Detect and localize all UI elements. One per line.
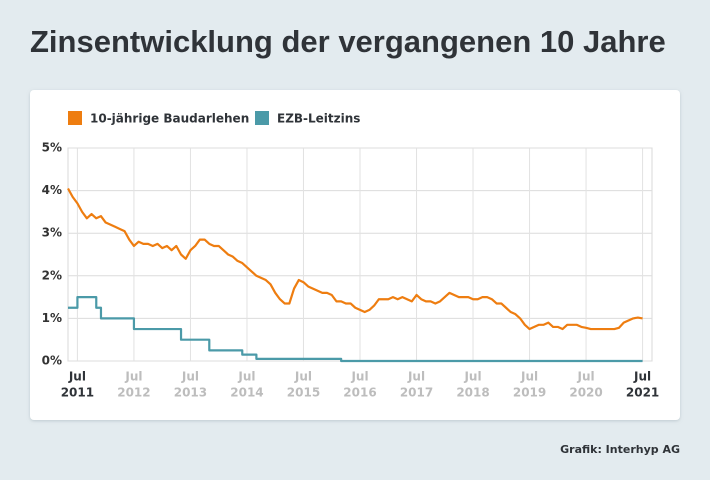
x-tick-year: 2017 [400,386,433,400]
y-tick-label: 4% [42,183,62,197]
x-tick-year: 2013 [174,386,207,400]
chart-title: Zinsentwicklung der vergangenen 10 Jahre [30,24,666,59]
y-tick-label: 5% [42,141,62,155]
x-tick-label: Jul [294,370,312,384]
x-tick-year: 2021 [626,386,659,400]
y-tick-label: 3% [42,226,62,240]
x-tick-year: 2014 [230,386,263,400]
y-tick-label: 2% [42,268,62,282]
series-line [68,296,643,363]
x-tick-label: Jul [181,370,199,384]
x-tick-year: 2015 [287,386,320,400]
legend-swatch [255,111,269,125]
x-tick-label: Jul [633,370,651,384]
x-tick-label: Jul [463,370,481,384]
source: Grafik: Interhyp AG [560,443,680,456]
series-line [67,187,643,331]
y-tick-label: 1% [42,311,62,325]
y-tick-label: 0% [42,354,62,368]
x-tick-year: 2016 [343,386,376,400]
x-tick-year: 2018 [456,386,489,400]
legend-label: EZB-Leitzins [277,112,360,126]
x-tick-year: 2019 [513,386,546,400]
x-tick-label: Jul [520,370,538,384]
x-tick-year: 2020 [569,386,602,400]
legend-swatch [68,111,82,125]
x-tick-label: Jul [124,370,142,384]
legend-label: 10-jährige Baudarlehen [90,112,249,126]
x-tick-label: Jul [350,370,368,384]
x-tick-label: Jul [407,370,425,384]
card [30,90,680,420]
x-tick-label: Jul [68,370,86,384]
x-tick-label: Jul [577,370,595,384]
x-tick-label: Jul [237,370,255,384]
x-tick-year: 2011 [61,386,94,400]
x-tick-year: 2012 [117,386,150,400]
